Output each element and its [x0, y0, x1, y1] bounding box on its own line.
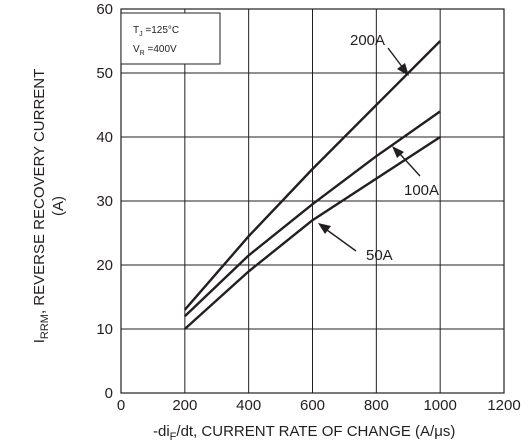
series-line-100a	[183, 110, 441, 318]
plot-frame	[120, 8, 505, 394]
series-label-50a: 50A	[366, 247, 393, 264]
y-tick-label: 0	[105, 385, 113, 402]
x-tick-label: 1000	[423, 397, 456, 414]
y-axis-label-line2: (A)	[50, 196, 67, 216]
x-tick-label: 800	[364, 397, 389, 414]
y-tick-label: 60	[96, 1, 113, 18]
series-label-200a: 200A	[350, 32, 385, 49]
series-line-50a	[183, 135, 441, 330]
y-tick-label: 10	[96, 321, 113, 338]
y-tick-label: 40	[96, 129, 113, 146]
curves	[183, 40, 442, 330]
x-tick-label: 1200	[487, 397, 520, 414]
x-tick-label: 200	[172, 397, 197, 414]
label-200a: 200A	[350, 32, 409, 76]
y-axis-label-line1: IRRM, REVERSE RECOVERY CURRENT	[31, 69, 51, 344]
series-line-200a	[183, 40, 442, 311]
y-tick-label: 50	[96, 65, 113, 82]
y-tick-label: 30	[96, 193, 113, 210]
vr-condition: VR =400V	[133, 44, 177, 57]
series-label-100a: 100A	[404, 182, 439, 199]
label-100a: 100A	[392, 146, 439, 199]
x-axis-label: -diF/dt, CURRENT RATE OF CHANGE (A/μs)	[153, 423, 455, 441]
y-axis-label: IRRM, REVERSE RECOVERY CURRENT (A)	[31, 69, 67, 344]
tj-condition: TJ =125°C	[133, 25, 179, 38]
x-tick-label: 600	[300, 397, 325, 414]
y-tick-label: 20	[96, 257, 113, 274]
tick-labels: 0 200 400 600 800 1000 1200 0 10 20 30 40 50 60	[96, 1, 520, 414]
conditions-box: TJ =125°C VR =400V	[120, 12, 221, 65]
label-50a: 50A	[318, 223, 393, 264]
gridlines	[121, 9, 504, 393]
x-tick-label: 400	[236, 397, 261, 414]
x-tick-label: 0	[117, 397, 125, 414]
